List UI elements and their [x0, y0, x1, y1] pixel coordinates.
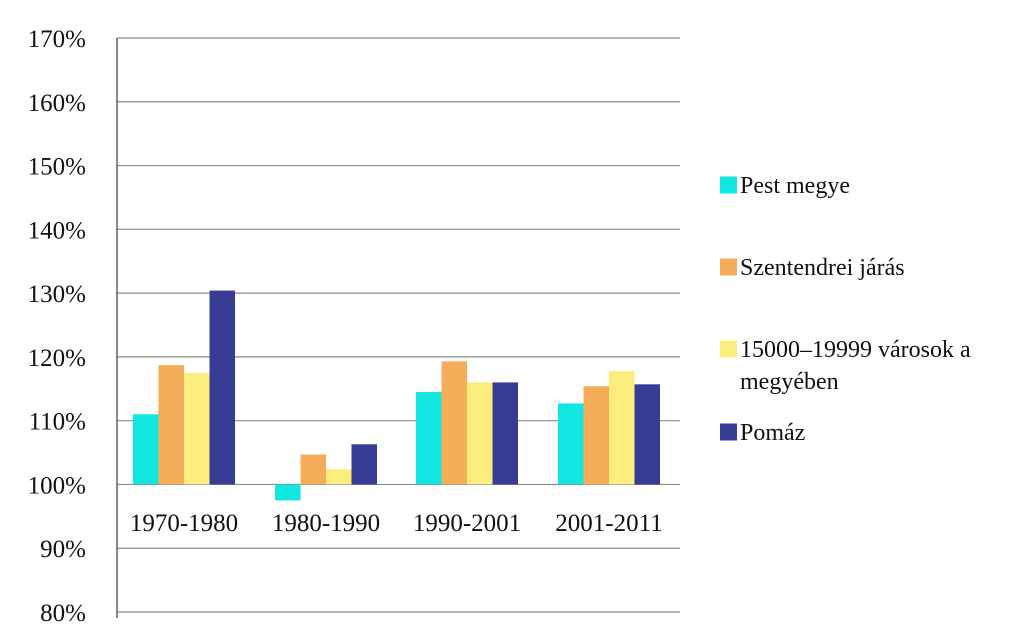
bar: [492, 382, 518, 485]
x-category-label: 1980-1990: [272, 510, 380, 537]
y-tick-label: 90%: [40, 536, 86, 563]
bar: [133, 414, 159, 485]
bar: [583, 386, 609, 485]
x-category-label: 2001-2011: [555, 510, 662, 537]
legend-label: Pomáz: [740, 420, 805, 446]
y-tick-label: 100%: [28, 472, 86, 499]
legend-swatch: [720, 258, 737, 276]
legend-swatch: [720, 176, 737, 194]
legend-swatch: [720, 340, 737, 358]
bar: [441, 361, 467, 485]
legend-label: Pest megye: [740, 173, 850, 199]
y-tick-label: 150%: [28, 154, 86, 181]
bar: [558, 403, 584, 485]
bar: [158, 365, 184, 485]
legend-label: Szentendrei járás: [740, 255, 905, 281]
x-category-label: 1990-2001: [413, 510, 521, 537]
bar: [467, 382, 493, 485]
bar: [184, 372, 210, 485]
y-tick-label: 110%: [29, 409, 86, 436]
bar: [326, 469, 352, 485]
y-tick-label: 170%: [28, 26, 86, 53]
y-tick-label: 120%: [28, 345, 86, 372]
y-tick-label: 140%: [28, 217, 86, 244]
bar: [416, 391, 442, 485]
x-category-label: 1970-1980: [130, 510, 238, 537]
bar: [351, 444, 377, 485]
legend-swatch: [720, 423, 737, 441]
y-tick-label: 130%: [28, 281, 86, 308]
y-tick-label: 160%: [28, 90, 86, 117]
bar: [275, 484, 301, 501]
bar: [300, 454, 326, 485]
bar: [209, 290, 235, 485]
legend-label: 15000–19999 városok a: [740, 337, 971, 363]
legend-label: megyében: [740, 369, 839, 395]
bar: [634, 384, 660, 485]
bar: [609, 370, 635, 485]
y-tick-label: 80%: [40, 600, 86, 622]
